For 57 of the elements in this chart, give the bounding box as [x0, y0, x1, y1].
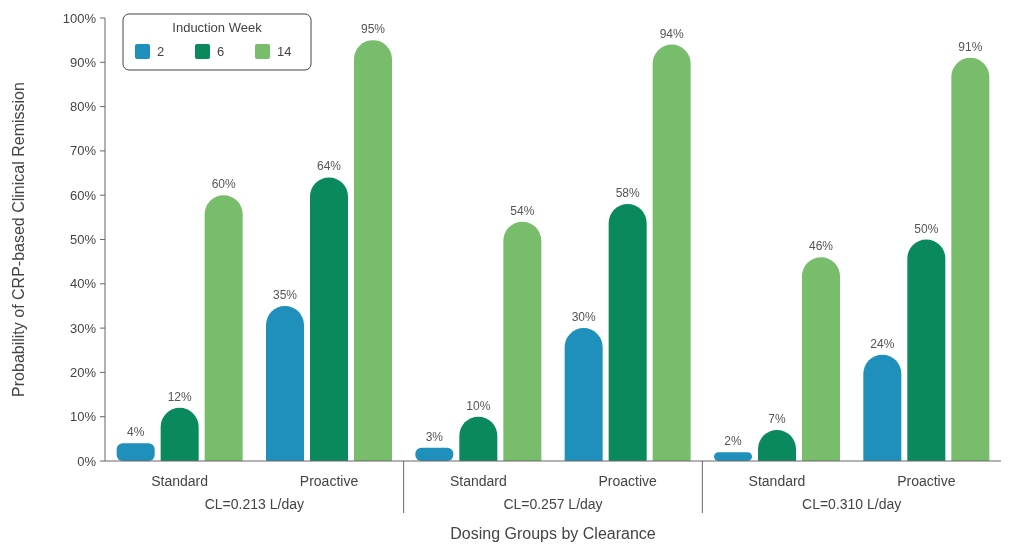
y-tick-label: 70% — [69, 143, 97, 159]
legend-label: 2 — [157, 44, 165, 59]
y-axis-title: Probability of CRP-based Clinical Remission — [10, 82, 27, 397]
data-label: 30% — [571, 310, 596, 325]
bar — [951, 57, 990, 461]
data-label: 64% — [316, 159, 342, 174]
x-tick-label: Proactive — [299, 473, 359, 489]
text: CL=0.213 L/day — [204, 496, 304, 512]
legend-title: Induction Week — [172, 20, 263, 35]
bar — [116, 443, 155, 461]
data-label: 10% — [466, 398, 491, 413]
y-tick-label: 90% — [69, 54, 97, 70]
x-tick-label: Standard — [151, 473, 209, 489]
data-label: 46% — [808, 239, 834, 254]
data-label: 4% — [126, 425, 145, 440]
y-tick-label: 0% — [77, 453, 97, 469]
bar — [204, 195, 243, 461]
y-tick-label: 80% — [69, 99, 97, 115]
x-axis-title: Dosing Groups by Clearance — [450, 525, 656, 542]
bar — [652, 44, 691, 461]
data-label: 2% — [724, 434, 742, 449]
y-tick-label: 20% — [69, 364, 97, 380]
bar — [608, 204, 647, 461]
data-label: 94% — [659, 26, 684, 41]
data-label: 50% — [914, 221, 939, 236]
data-label: 3% — [425, 429, 444, 444]
data-label: 58% — [615, 186, 640, 201]
y-tick-label: 40% — [69, 276, 97, 292]
data-label: 24% — [870, 336, 895, 351]
data-label: 7% — [768, 411, 786, 426]
bar — [503, 221, 542, 461]
data-label: 54% — [510, 203, 535, 218]
data-label: 91% — [958, 39, 983, 54]
y-tick-label: 10% — [69, 409, 97, 425]
legend-label: 14 — [277, 44, 292, 59]
x-tick-label: Standard — [449, 473, 507, 489]
x-tick-label: Proactive — [598, 473, 658, 489]
bar — [802, 257, 840, 461]
x-tick-label: Standard — [748, 473, 806, 489]
y-tick-label: 30% — [69, 320, 97, 336]
bar — [863, 354, 902, 461]
y-tick-label: 50% — [69, 232, 97, 248]
y-tick-label: 60% — [69, 187, 97, 203]
bar — [907, 239, 946, 461]
y-tick-label: 100% — [62, 10, 97, 26]
data-label: 35% — [272, 287, 298, 302]
bar — [354, 40, 392, 461]
data-label: 60% — [211, 177, 236, 192]
text: CL=0.310 L/day — [802, 496, 902, 512]
data-label: 95% — [360, 22, 386, 37]
bar — [564, 328, 603, 461]
data-label: 12% — [167, 389, 192, 404]
text: CL=0.257 L/day — [503, 496, 603, 512]
x-tick-label: Proactive — [897, 473, 956, 489]
legend-label: 6 — [217, 44, 225, 59]
bar — [310, 177, 348, 461]
bar — [266, 305, 304, 461]
